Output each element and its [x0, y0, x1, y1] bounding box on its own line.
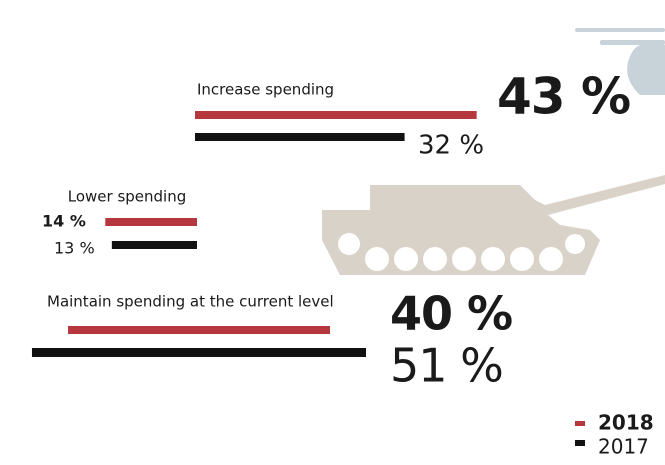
legend-label: 2018 — [598, 411, 654, 435]
legend-swatch — [575, 440, 585, 446]
bar — [105, 218, 197, 226]
value-label: 14 % — [42, 212, 86, 231]
value-label: 40 % — [390, 287, 512, 341]
legend-label: 2017 — [598, 435, 649, 459]
value-label: 32 % — [418, 131, 484, 161]
bar — [195, 111, 477, 119]
bar — [31, 348, 367, 357]
tank-illustration — [322, 175, 665, 275]
value-label: 43 % — [497, 68, 630, 126]
value-label: 51 % — [390, 339, 503, 393]
value-label: 13 % — [54, 239, 95, 258]
bar — [195, 133, 405, 141]
helicopter-illustration — [575, 28, 665, 95]
bar — [111, 241, 197, 249]
category-label: Increase spending — [197, 81, 334, 99]
legend-swatch — [575, 421, 585, 426]
bar — [68, 326, 330, 334]
category-label: Maintain spending at the current level — [47, 293, 334, 311]
category-label: Lower spending — [68, 188, 187, 206]
